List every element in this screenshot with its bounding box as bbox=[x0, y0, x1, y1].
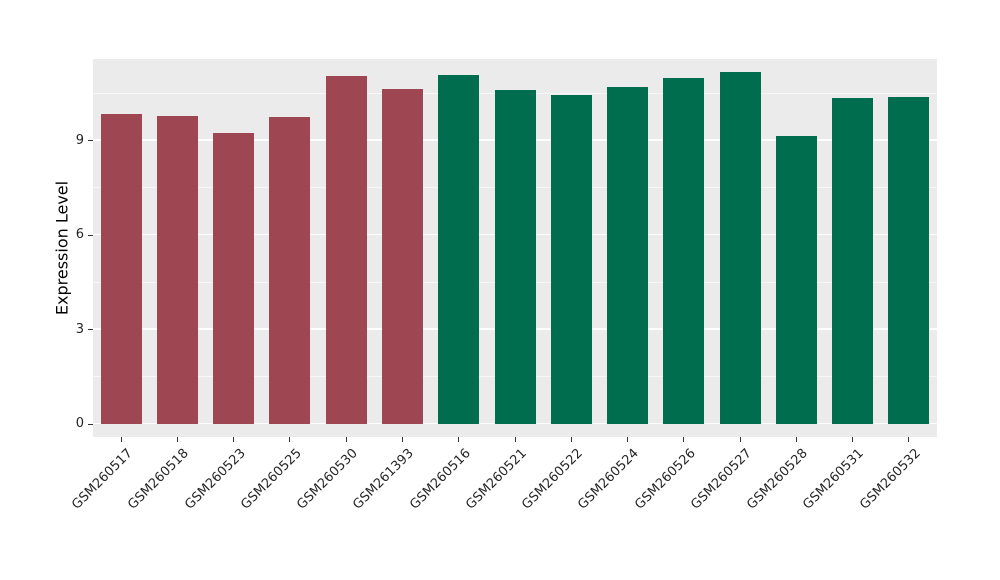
x-tick-mark bbox=[458, 437, 460, 442]
x-tick-mark bbox=[401, 437, 403, 442]
bar-GSM260530 bbox=[325, 76, 367, 424]
x-tick-mark bbox=[120, 437, 122, 442]
x-tick-mark bbox=[908, 437, 910, 442]
bar-GSM260527 bbox=[719, 71, 761, 424]
x-tick-mark bbox=[176, 437, 178, 442]
bar-GSM260531 bbox=[832, 98, 874, 424]
bar-GSM260522 bbox=[550, 95, 592, 424]
x-tick-mark bbox=[289, 437, 291, 442]
x-tick-mark bbox=[514, 437, 516, 442]
bar-GSM260518 bbox=[156, 115, 198, 424]
x-tick-mark bbox=[683, 437, 685, 442]
y-tick-mark bbox=[88, 234, 93, 236]
bar-GSM260525 bbox=[269, 117, 311, 424]
bar-GSM260524 bbox=[607, 87, 649, 424]
y-tick-label: 3 bbox=[75, 321, 84, 337]
bar-GSM261393 bbox=[381, 88, 423, 424]
y-tick-label: 6 bbox=[75, 227, 84, 243]
bar-GSM260521 bbox=[494, 90, 536, 424]
bar-GSM260516 bbox=[438, 74, 480, 424]
x-tick-mark bbox=[570, 437, 572, 442]
plot-panel bbox=[93, 59, 937, 437]
y-tick-label: 9 bbox=[75, 132, 84, 148]
bar-GSM260523 bbox=[213, 132, 255, 424]
bar-GSM260528 bbox=[775, 136, 817, 424]
y-tick-label: 0 bbox=[75, 416, 84, 431]
bar-GSM260526 bbox=[663, 77, 705, 424]
y-tick-mark bbox=[88, 423, 93, 425]
y-axis-title: Expression Level bbox=[52, 180, 72, 316]
x-tick-mark bbox=[233, 437, 235, 442]
x-tick-mark bbox=[627, 437, 629, 442]
x-tick-mark bbox=[852, 437, 854, 442]
x-tick-mark bbox=[739, 437, 741, 442]
y-tick-mark bbox=[88, 140, 93, 142]
bar-GSM260532 bbox=[888, 96, 930, 424]
bar-GSM260517 bbox=[100, 114, 142, 424]
x-tick-mark bbox=[795, 437, 797, 442]
x-tick-mark bbox=[345, 437, 347, 442]
y-tick-mark bbox=[88, 329, 93, 331]
